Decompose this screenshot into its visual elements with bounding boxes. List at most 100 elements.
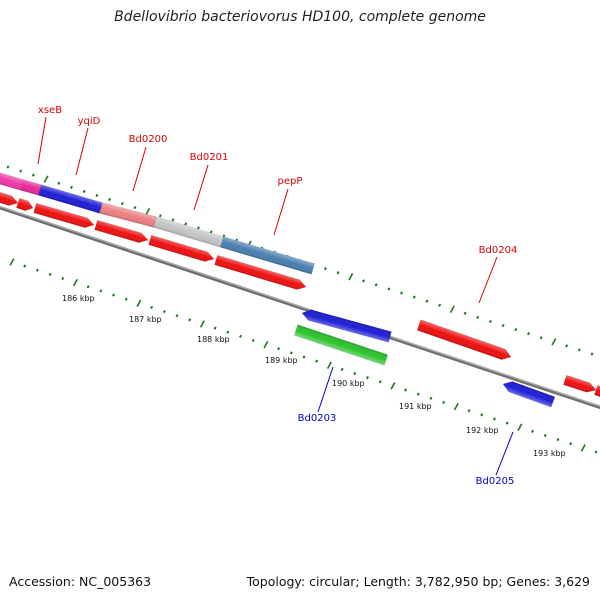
- feature-Bd0203-shine: [294, 324, 388, 366]
- scale-label-4: 190 kbp: [332, 379, 365, 388]
- gene-label-Bd0204: Bd0204: [479, 245, 518, 256]
- inner-track-minor-tick: [315, 359, 319, 363]
- feature-Bd0204-shine: [417, 319, 512, 360]
- outer-track-minor-tick: [400, 291, 404, 295]
- gene-labels: xseB yqiD Bd0200 Bd0201 pepP Bd0204 Bd0203 Bd02…: [37, 105, 566, 487]
- inner-track-minor-tick: [289, 351, 293, 355]
- outer-track-major-tick: [551, 338, 557, 346]
- tick-marks: [6, 165, 598, 454]
- inner-track-minor-tick: [302, 355, 306, 359]
- scale-label-5: 191 kbp: [399, 402, 432, 411]
- label-leader-Bd0200: [132, 146, 147, 192]
- inner-track-major-tick: [136, 299, 142, 308]
- feature-fwd-3-shine: [33, 203, 94, 228]
- inner-track-minor-tick: [429, 396, 433, 400]
- outer-track-minor-tick: [476, 315, 480, 320]
- inner-track-minor-tick: [86, 285, 90, 289]
- inner-track-minor-tick: [531, 429, 535, 433]
- inner-track-minor-tick: [569, 442, 573, 446]
- outer-track-minor-tick: [425, 299, 429, 303]
- outer-track-minor-tick: [336, 271, 340, 275]
- feature-pepP: [220, 236, 315, 275]
- outer-track-minor-tick: [133, 206, 137, 210]
- outer-track-minor-tick: [108, 197, 112, 202]
- label-leader-xseB: [37, 116, 47, 165]
- inner-track-major-tick: [199, 320, 205, 328]
- outer-track-major-tick: [43, 175, 49, 183]
- outer-track-minor-tick: [374, 283, 378, 287]
- inner-track-minor-tick: [213, 326, 217, 330]
- inner-track-minor-tick: [365, 376, 369, 380]
- feature-fwd-7: [563, 374, 597, 393]
- scale-label-7: 193 kbp: [533, 449, 566, 458]
- backbone-line: [0, 205, 600, 410]
- inner-track-minor-tick: [467, 409, 471, 413]
- inner-track-minor-tick: [48, 272, 52, 277]
- outer-track-minor-tick: [184, 222, 188, 226]
- inner-track-minor-tick: [404, 388, 408, 392]
- inner-track-minor-tick: [188, 318, 192, 322]
- inner-track-minor-tick: [23, 264, 27, 268]
- gene-label-xseB: xseB: [38, 105, 62, 116]
- outer-track-minor-tick: [361, 279, 365, 283]
- feature-reverse-blue: [301, 309, 392, 343]
- outer-track-minor-tick: [323, 267, 327, 271]
- outer-track-minor-tick: [69, 185, 73, 189]
- outer-track-minor-tick: [577, 348, 581, 352]
- inner-track-minor-tick: [340, 367, 344, 372]
- feature-Bd0201-shine: [153, 216, 224, 248]
- outer-track-minor-tick: [488, 319, 492, 324]
- inner-track-minor-tick: [353, 371, 357, 376]
- gene-features: [0, 171, 600, 408]
- inner-track-minor-tick: [150, 305, 154, 310]
- feature-Bd0203: [293, 324, 389, 366]
- outer-track-minor-tick: [590, 352, 594, 356]
- outer-track-minor-tick: [501, 323, 505, 328]
- feature-reverse-blue-shine: [302, 309, 392, 343]
- feature-fwd-8: [593, 384, 600, 399]
- outer-track-major-tick: [449, 305, 455, 314]
- inner-track-minor-tick: [594, 450, 598, 454]
- feature-Bd0205: [502, 381, 556, 408]
- inner-track-major-tick: [9, 258, 15, 266]
- feature-pepP-shine: [220, 236, 315, 275]
- inner-track-minor-tick: [378, 380, 382, 384]
- inner-track-minor-tick: [251, 338, 255, 343]
- inner-track-minor-tick: [35, 268, 39, 272]
- label-leader-Bd0203: [317, 366, 334, 413]
- label-leader-Bd0205: [495, 431, 514, 476]
- inner-track-minor-tick: [480, 413, 484, 417]
- inner-track-minor-tick: [239, 334, 243, 338]
- inner-track-minor-tick: [543, 433, 547, 438]
- outer-track-major-tick: [145, 207, 151, 216]
- feature-fwd-8-shine: [594, 385, 600, 398]
- outer-track-minor-tick: [438, 303, 442, 307]
- inner-track-major-tick: [453, 402, 459, 411]
- feature-fwd-3: [33, 202, 95, 228]
- accession-text: Accession: NC_005363: [9, 574, 152, 589]
- scale-label-3: 189 kbp: [265, 356, 298, 365]
- gene-label-Bd0203: Bd0203: [298, 413, 337, 424]
- genome-summary-text: Topology: circular; Length: 3,782,950 bp…: [246, 574, 590, 589]
- inner-track-minor-tick: [61, 276, 65, 281]
- feature-fwd-2: [16, 197, 34, 212]
- feature-fwd-7-shine: [563, 375, 597, 393]
- inner-track-major-tick: [390, 382, 396, 390]
- gene-label-pepP: pepP: [278, 176, 303, 187]
- outer-track-minor-tick: [171, 218, 175, 222]
- inner-track-minor-tick: [442, 400, 446, 405]
- inner-track-minor-tick: [162, 309, 166, 314]
- inner-track-minor-tick: [99, 289, 103, 293]
- label-leader-yqiD: [75, 127, 89, 176]
- feature-fwd-1: [0, 190, 19, 206]
- feature-xseB: [20, 179, 42, 196]
- scale-label-2: 188 kbp: [197, 335, 230, 344]
- feature-yqiD-shine: [38, 184, 103, 214]
- outer-track-minor-tick: [463, 311, 467, 315]
- outer-track-minor-tick: [412, 295, 416, 299]
- feature-upstream-1-shine: [0, 171, 24, 191]
- outer-track-minor-tick: [95, 193, 99, 198]
- gene-label-Bd0205: Bd0205: [476, 476, 515, 487]
- feature-fwd-1-shine: [0, 191, 18, 206]
